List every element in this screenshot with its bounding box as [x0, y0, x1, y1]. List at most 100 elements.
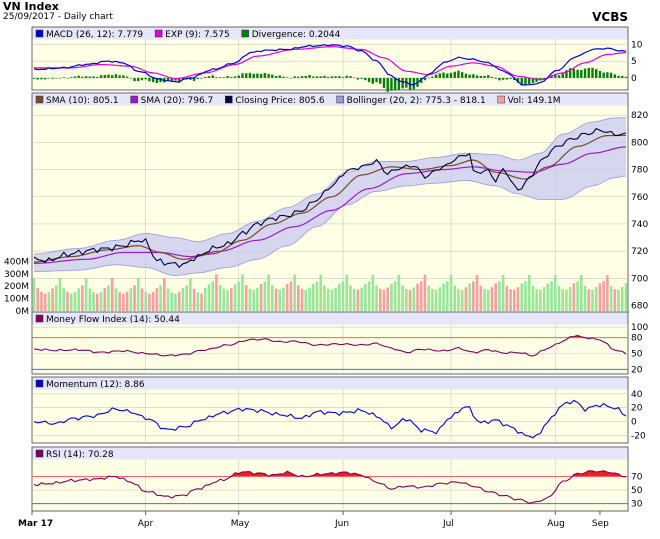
- volume-bar: [412, 287, 416, 311]
- divergence-bar: [140, 77, 144, 81]
- x-tick-label: Jul: [442, 519, 454, 529]
- legend-swatch: [35, 379, 44, 388]
- y-tick-label: 820: [631, 111, 648, 121]
- divergence-bar: [245, 73, 248, 78]
- divergence-bar: [595, 69, 598, 78]
- y-tick-label: 50: [631, 486, 643, 496]
- volume-bar: [501, 274, 505, 311]
- volume-bar: [419, 281, 423, 311]
- y-tick-label: 680: [631, 302, 648, 312]
- volume-bar: [620, 286, 624, 311]
- divergence-bar: [520, 77, 523, 86]
- volume-bar: [475, 274, 479, 311]
- volume-bar: [118, 292, 121, 311]
- volume-bar: [285, 284, 289, 311]
- legend-swatch: [241, 29, 249, 38]
- volume-bar: [550, 281, 553, 311]
- divergence-bar: [501, 77, 505, 80]
- divergence-bar: [509, 77, 512, 79]
- divergence-bar: [181, 77, 185, 80]
- volume-bar: [557, 285, 561, 311]
- volume-bar: [483, 289, 486, 311]
- y-tick-label: 5: [631, 57, 637, 67]
- volume-bar: [505, 285, 509, 311]
- volume-bar: [382, 289, 386, 311]
- volume-bar: [345, 274, 349, 311]
- divergence-bar: [464, 73, 468, 78]
- volume-bar: [215, 274, 218, 311]
- divergence-bar: [490, 76, 494, 78]
- volume-bar: [464, 287, 468, 311]
- divergence-bar: [330, 76, 334, 78]
- divergence-bar: [114, 74, 118, 78]
- divergence-bar: [420, 77, 423, 83]
- divergence-bar: [263, 73, 267, 78]
- volume-bar: [479, 285, 483, 311]
- divergence-bar: [312, 76, 315, 78]
- divergence-bar: [457, 70, 460, 78]
- divergence-bar: [196, 77, 200, 80]
- divergence-bar: [256, 73, 259, 78]
- divergence-bar: [516, 77, 520, 83]
- volume-bar: [516, 287, 520, 311]
- x-tick-label: May: [231, 519, 250, 529]
- divergence-bar: [338, 76, 341, 78]
- legend-label: Money Flow Index (14): 50.44: [46, 315, 180, 325]
- macd_panel: MACD (26, 12): 7.779 EXP (9): 7.575 Diverg…: [31, 26, 643, 92]
- divergence-bar: [218, 77, 222, 78]
- volume-bar: [136, 278, 140, 311]
- divergence-bar: [449, 72, 453, 78]
- divergence-bar: [233, 76, 237, 78]
- divergence-bar: [207, 76, 211, 78]
- volume-bar: [524, 281, 527, 311]
- divergence-bar: [99, 75, 103, 78]
- chart-title: VN Index: [3, 0, 59, 13]
- momentum-line: [33, 399, 627, 439]
- volume-bar: [520, 283, 524, 311]
- volume-bar: [289, 281, 293, 311]
- rsi_panel-legend-bar: [32, 447, 628, 460]
- divergence-bar: [609, 72, 613, 78]
- legend-label: Vol: 149.1M: [508, 96, 561, 106]
- price_panel-legend-bar: [32, 93, 628, 106]
- legend-swatch: [35, 314, 44, 323]
- volume-bar: [267, 274, 270, 311]
- divergence-bar: [36, 77, 39, 80]
- volume-bar: [274, 288, 278, 311]
- volume-bar: [390, 283, 393, 311]
- volume-bar: [609, 286, 613, 311]
- volume-bar: [594, 286, 598, 311]
- x-tick-label: Mar 17: [18, 519, 53, 529]
- divergence-bar: [475, 75, 479, 78]
- volume-bar: [613, 289, 617, 311]
- volume-bar: [423, 274, 427, 311]
- volume-bar: [352, 288, 356, 311]
- divergence-bar: [107, 74, 110, 78]
- momentum_panel: Momentum (12): 8.86 40 20 0 -20: [31, 376, 646, 444]
- y-tick-label: 80: [631, 334, 643, 344]
- divergence-bar: [77, 75, 80, 78]
- macd_panel-legend-bar: [32, 27, 628, 40]
- volume-bar: [163, 278, 166, 311]
- divergence-bar: [498, 77, 501, 81]
- volume-bar: [438, 287, 442, 311]
- legend-label: EXP (9): 7.575: [165, 30, 230, 40]
- volume-bar: [531, 285, 535, 311]
- volume-bar: [472, 281, 475, 311]
- legend-label: RSI (14): 70.28: [46, 450, 114, 460]
- chart-subtitle: 25/09/2017 - Daily chart: [3, 12, 113, 22]
- volume-bar: [88, 288, 92, 311]
- volume-bar: [460, 289, 464, 311]
- divergence-bar: [334, 76, 337, 78]
- volume-bar: [222, 288, 226, 311]
- divergence-bar: [300, 76, 304, 78]
- divergence-bar: [598, 70, 602, 78]
- divergence-bar: [204, 76, 207, 78]
- divergence-bar: [51, 77, 54, 79]
- volume-tick-label: 200M: [4, 282, 29, 292]
- divergence-bar: [103, 74, 106, 78]
- volume-bar: [535, 289, 538, 311]
- volume-bar: [587, 289, 591, 311]
- volume-bar: [326, 288, 330, 311]
- divergence-bar: [170, 77, 173, 81]
